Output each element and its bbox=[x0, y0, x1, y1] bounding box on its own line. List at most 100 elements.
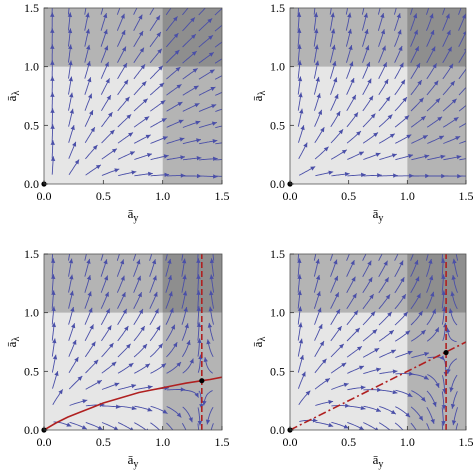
streamline-arrow bbox=[72, 141, 77, 147]
streamline-arrow bbox=[74, 357, 79, 363]
streamline-arrow bbox=[207, 436, 211, 441]
streamline-arrow bbox=[421, 396, 426, 402]
streamline bbox=[134, 422, 147, 430]
streamline-arrow bbox=[128, 132, 134, 137]
streamline-arrow bbox=[433, 80, 439, 86]
streamline-arrow bbox=[373, 132, 379, 138]
streamline-arrow bbox=[418, 310, 423, 316]
streamline bbox=[210, 423, 214, 430]
streamline-arrow bbox=[105, 78, 110, 84]
streamline-arrow bbox=[120, 13, 125, 19]
streamline-arrow bbox=[316, 93, 321, 99]
streamline-arrow bbox=[363, 0, 367, 2]
streamline bbox=[214, 41, 222, 48]
streamline-arrow bbox=[50, 0, 54, 1]
streamline-arrow bbox=[229, 175, 234, 179]
y-tick-label: 1.0 bbox=[270, 60, 285, 74]
streamline-arrow bbox=[131, 384, 137, 389]
streamline-arrow bbox=[385, 294, 391, 300]
streamline-arrow bbox=[122, 308, 127, 314]
streamline-arrow bbox=[209, 258, 215, 264]
streamline-arrow bbox=[142, 344, 148, 349]
streamline bbox=[214, 75, 222, 80]
streamline-arrow bbox=[315, 243, 319, 248]
streamline-arrow bbox=[396, 13, 401, 19]
streamline-arrow bbox=[72, 339, 77, 345]
streamline-arrow bbox=[437, 116, 443, 122]
streamline-arrow bbox=[335, 309, 341, 315]
streamline-arrow bbox=[315, 258, 320, 264]
streamline-arrow bbox=[349, 61, 354, 67]
streamline bbox=[458, 68, 466, 80]
streamline-arrow bbox=[151, 259, 157, 265]
streamline-arrow bbox=[445, 327, 451, 333]
streamline-arrow bbox=[461, 0, 465, 2]
streamline-arrow bbox=[369, 294, 374, 300]
streamline-arrow bbox=[376, 367, 381, 372]
streamline-arrow bbox=[224, 3, 229, 8]
streamline-arrow bbox=[122, 63, 127, 69]
streamline-arrow bbox=[432, 401, 437, 407]
streamline-arrow bbox=[167, 243, 171, 248]
streamline-arrow bbox=[441, 421, 446, 426]
streamline-arrow bbox=[176, 84, 182, 89]
y-tick-label: 1.0 bbox=[270, 306, 285, 320]
streamline-arrow bbox=[93, 359, 99, 365]
streamline-arrow bbox=[336, 111, 341, 117]
streamline-arrow bbox=[160, 100, 166, 105]
streamline-arrow bbox=[430, 291, 435, 297]
streamline bbox=[329, 8, 332, 15]
streamline-arrow bbox=[365, 45, 370, 51]
x-tick-label: 0.5 bbox=[341, 189, 356, 203]
streamline bbox=[116, 254, 120, 261]
streamline-arrow bbox=[158, 343, 163, 349]
streamline-arrow bbox=[191, 51, 197, 56]
streamline-arrow bbox=[422, 135, 428, 140]
streamline-arrow bbox=[299, 108, 304, 114]
streamline-arrow bbox=[182, 290, 188, 296]
streamline-arrow bbox=[328, 399, 334, 405]
x-tick-label: 0.0 bbox=[37, 435, 52, 449]
streamline bbox=[329, 254, 334, 261]
streamline-arrow bbox=[391, 153, 397, 158]
streamline-arrow bbox=[168, 291, 173, 297]
streamline-arrow bbox=[430, 418, 435, 424]
streamline-arrow bbox=[66, 422, 72, 427]
streamline bbox=[150, 422, 161, 430]
streamline-arrow bbox=[319, 341, 325, 347]
x-axis-label: āy bbox=[128, 206, 139, 224]
streamline-arrow bbox=[430, 29, 435, 35]
x-tick-label: 1.0 bbox=[155, 435, 170, 449]
streamline-arrow bbox=[131, 170, 137, 175]
streamline-arrow bbox=[51, 322, 57, 328]
streamline-arrow bbox=[392, 369, 398, 374]
region-light bbox=[290, 312, 408, 430]
streamline-arrow bbox=[330, 28, 336, 34]
streamline-arrow bbox=[445, 0, 449, 2]
streamline-arrow bbox=[180, 173, 186, 178]
streamline-arrow bbox=[159, 82, 165, 88]
x-tick-label: 0.5 bbox=[96, 435, 111, 449]
streamline-arrow bbox=[212, 156, 218, 162]
streamline-arrow bbox=[355, 327, 360, 333]
streamline-arrow bbox=[363, 12, 368, 18]
streamline-arrow bbox=[86, 275, 92, 281]
streamline bbox=[133, 8, 138, 15]
streamline-arrow bbox=[111, 361, 117, 367]
streamline-arrow bbox=[138, 14, 143, 20]
streamline-arrow bbox=[144, 116, 150, 121]
panel-top-right: 0.0 0.5 1.0 1.5 0.0 0.5 1.0 1.5 āy āλ bbox=[250, 0, 474, 224]
streamline-arrow bbox=[50, 140, 55, 145]
y-tick-label: 1.5 bbox=[270, 247, 285, 261]
streamline bbox=[442, 8, 446, 15]
streamline-arrow bbox=[414, 259, 419, 265]
streamline-arrow bbox=[377, 387, 382, 392]
streamline-arrow bbox=[298, 322, 303, 328]
streamline-arrow bbox=[103, 0, 107, 2]
streamline-arrow bbox=[196, 274, 201, 279]
streamline-arrow bbox=[341, 149, 347, 155]
streamline-arrow bbox=[412, 0, 416, 2]
streamline-arrow bbox=[333, 275, 338, 281]
streamline-arrow bbox=[82, 399, 88, 404]
streamline-arrow bbox=[209, 290, 214, 296]
